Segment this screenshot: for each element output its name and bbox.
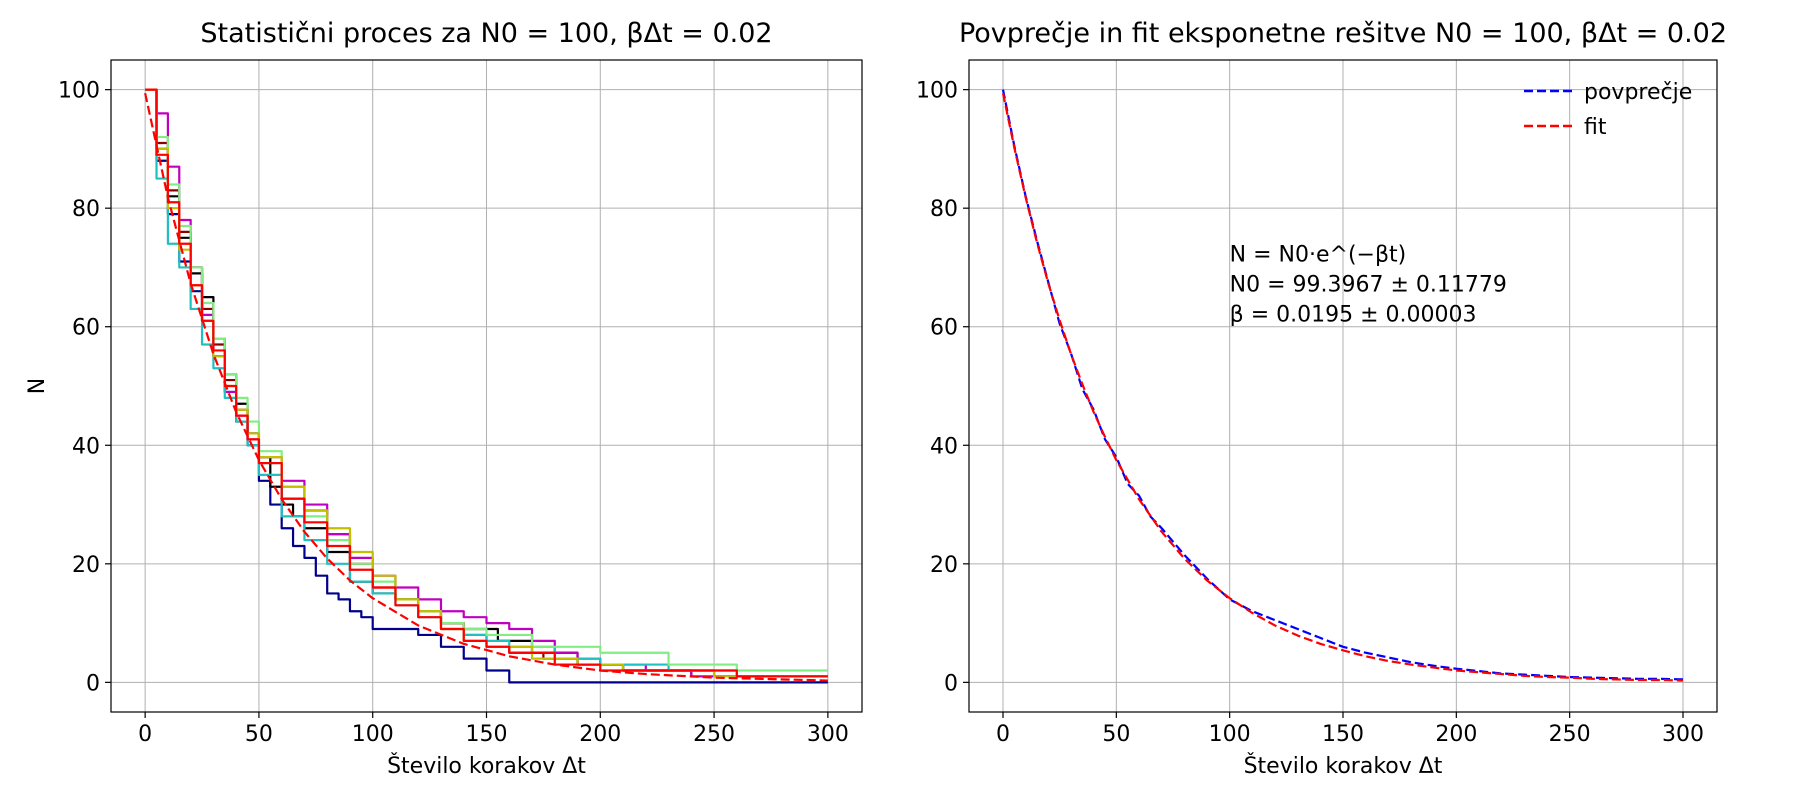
series-group bbox=[1001, 89, 1684, 682]
fit-annotation-line: N0 = 99.3967 ± 0.11779 bbox=[1230, 273, 1507, 298]
y-axis-label: N bbox=[25, 378, 50, 394]
x-axis-label: Število korakov Δt bbox=[1244, 753, 1443, 779]
y-tick-label: 40 bbox=[930, 434, 958, 459]
x-tick-label: 200 bbox=[1435, 722, 1477, 747]
series-line-7 bbox=[145, 88, 828, 678]
y-tick-label: 20 bbox=[930, 553, 958, 578]
x-tick-label: 50 bbox=[245, 722, 273, 747]
y-tick-label: 40 bbox=[72, 434, 100, 459]
x-tick-label: 150 bbox=[466, 722, 508, 747]
x-tick-label: 50 bbox=[1102, 722, 1130, 747]
x-tick-label: 0 bbox=[138, 722, 152, 747]
series-line-fit bbox=[1001, 92, 1684, 682]
x-tick-label: 0 bbox=[996, 722, 1010, 747]
fit-annotation-line: β = 0.0195 ± 0.00003 bbox=[1230, 303, 1477, 328]
left-chart-panel: 0 50 100 150 200 250 300 0 20 40 60 80 100 Statističn… bbox=[25, 18, 863, 779]
y-tick-label: 0 bbox=[86, 671, 100, 696]
x-tick-label: 100 bbox=[1209, 722, 1251, 747]
y-tick-label: 60 bbox=[930, 316, 958, 341]
y-tick-label: 100 bbox=[58, 79, 100, 104]
series-group bbox=[144, 88, 828, 684]
y-tick-label: 80 bbox=[930, 197, 958, 222]
y-tick-label: 20 bbox=[72, 553, 100, 578]
y-tick-label: 60 bbox=[72, 316, 100, 341]
legend-label-povprečje: povprečje bbox=[1584, 80, 1692, 105]
series-line-8 bbox=[144, 92, 828, 682]
right-chart-panel: 0 50 100 150 200 250 300 0 20 40 60 80 100 Povprečje … bbox=[916, 18, 1727, 779]
fit-annotation-line: N = N0·e^(−βt) bbox=[1230, 243, 1407, 268]
chart-title: Povprečje in fit eksponetne rešitve N0 =… bbox=[959, 18, 1727, 49]
x-axis-label: Število korakov Δt bbox=[387, 753, 586, 779]
chart-title: Statistični proces za N0 = 100, βΔt = 0.… bbox=[200, 18, 772, 49]
x-tick-label: 250 bbox=[693, 722, 735, 747]
x-tick-label: 250 bbox=[1549, 722, 1591, 747]
series-line-5 bbox=[145, 88, 828, 672]
y-tick-label: 100 bbox=[916, 79, 958, 104]
x-tick-label: 100 bbox=[352, 722, 394, 747]
y-tick-label: 80 bbox=[72, 197, 100, 222]
x-tick-label: 200 bbox=[579, 722, 621, 747]
x-tick-label: 300 bbox=[807, 722, 849, 747]
x-tick-label: 300 bbox=[1662, 722, 1704, 747]
legend-label-fit: fit bbox=[1584, 115, 1607, 140]
y-tick-label: 0 bbox=[944, 671, 958, 696]
x-tick-label: 150 bbox=[1322, 722, 1364, 747]
